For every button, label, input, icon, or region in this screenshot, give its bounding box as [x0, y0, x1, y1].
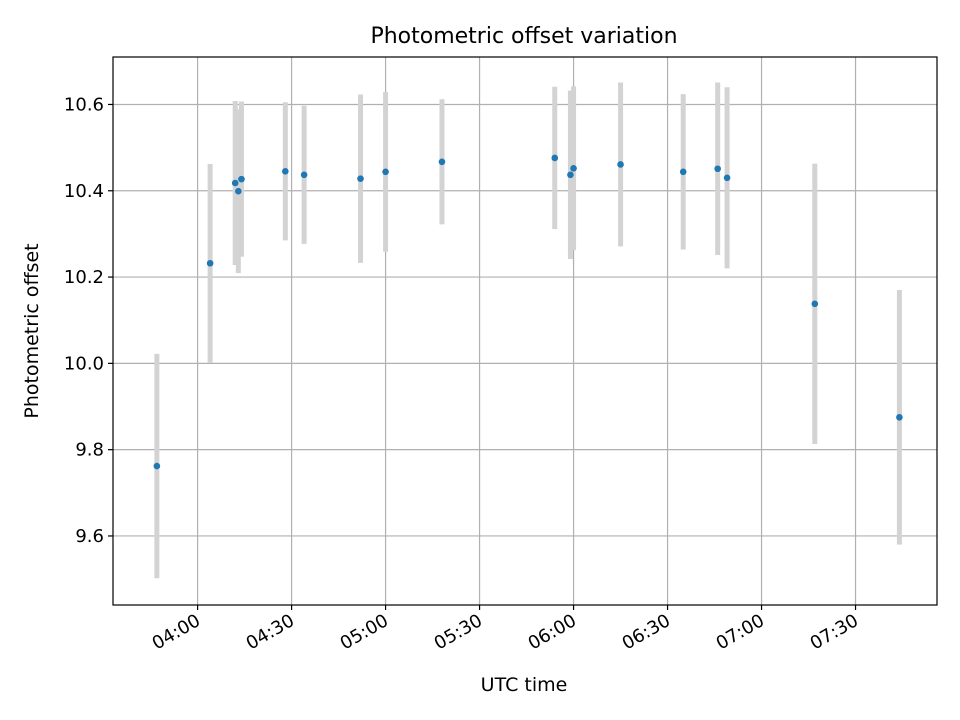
x-axis: 04:00 04:30 05:00 05:30 06:00 06:30 07:00 07:30 [149, 605, 862, 654]
x-tick-label: 04:30 [243, 610, 298, 654]
data-point [282, 168, 289, 175]
y-axis-label: Photometric offset [21, 243, 43, 418]
data-point [238, 175, 245, 183]
data-point [896, 413, 903, 421]
y-tick-label: 10.4 [64, 181, 104, 202]
data-point [723, 174, 731, 182]
grid [113, 57, 937, 605]
data-point [382, 168, 389, 176]
x-tick-label: 07:00 [713, 610, 768, 654]
data-point [231, 179, 239, 187]
y-tick-label: 10.6 [64, 94, 104, 115]
data-point [438, 158, 446, 166]
data-point [679, 168, 687, 176]
x-tick-label: 06:30 [619, 610, 674, 654]
y-tick-label: 10.2 [64, 267, 104, 288]
data-point [570, 165, 577, 172]
data-point [206, 259, 214, 267]
plot-area [112, 56, 938, 606]
data-points [153, 154, 903, 470]
x-tick-label: 07:30 [807, 610, 862, 654]
data-point [235, 187, 242, 195]
data-point [551, 154, 559, 162]
y-tick-label: 9.8 [75, 440, 104, 461]
y-axis: 9.6 9.8 10.0 10.2 10.4 10.6 [64, 94, 113, 547]
x-tick-label: 05:00 [337, 610, 392, 654]
chart-title: Photometric offset variation [370, 24, 677, 49]
x-tick-label: 04:00 [149, 610, 204, 654]
x-axis-label: UTC time [481, 674, 568, 696]
y-tick-label: 10.0 [64, 353, 104, 374]
error-bars [154, 82, 902, 579]
data-point [567, 171, 574, 179]
data-point [357, 175, 364, 182]
y-tick-label: 9.6 [75, 526, 104, 547]
data-point [153, 462, 161, 470]
data-point [714, 165, 721, 173]
data-point [300, 171, 308, 179]
data-point [617, 161, 624, 168]
x-tick-label: 06:00 [525, 610, 580, 654]
data-point [811, 300, 819, 308]
x-tick-label: 05:30 [431, 610, 486, 654]
